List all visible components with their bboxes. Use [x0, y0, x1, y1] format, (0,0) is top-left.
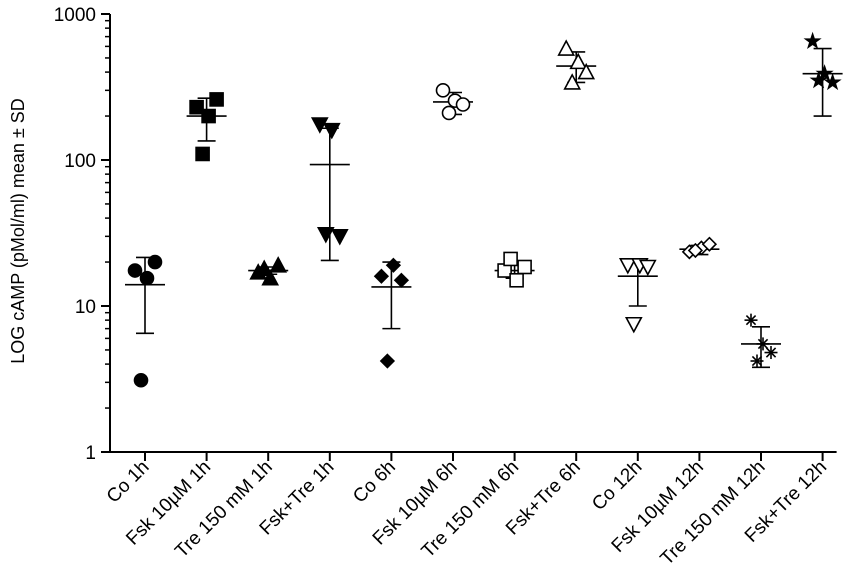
data-point [209, 92, 224, 107]
data-point [316, 226, 335, 244]
data-point [557, 39, 576, 56]
data-point [701, 236, 718, 252]
group-10 [741, 313, 781, 369]
group-0 [125, 254, 165, 388]
group-4 [371, 257, 412, 369]
y-tick-label: 1 [85, 443, 96, 464]
data-point [255, 259, 274, 277]
group-2 [248, 256, 289, 286]
group-8 [617, 258, 658, 334]
data-point [373, 268, 390, 284]
y-axis-label: LOG cAMP (pMol/ml) mean ± SD [8, 98, 28, 364]
x-tick-label: Co 1h [103, 457, 154, 508]
data-point [823, 72, 842, 91]
data-point [577, 62, 596, 80]
group-3 [309, 117, 350, 262]
group-6 [494, 251, 535, 288]
x-tick-label: Tre 150 mM 12h [657, 457, 770, 570]
data-point [393, 272, 410, 288]
data-point [330, 229, 349, 246]
data-point [750, 354, 764, 368]
y-tick-label: 100 [64, 151, 96, 172]
group-9 [679, 236, 720, 260]
data-point [618, 258, 637, 275]
data-point [139, 270, 155, 286]
data-point [624, 316, 643, 334]
data-point [127, 263, 143, 278]
data-point [756, 337, 770, 351]
data-point [744, 313, 758, 327]
data-point [435, 83, 451, 98]
data-point [189, 99, 204, 115]
data-point [385, 257, 402, 273]
data-point [563, 73, 582, 90]
y-tick-label: 1000 [54, 5, 96, 26]
data-point [201, 108, 216, 124]
data-point [638, 259, 657, 277]
group-7 [556, 39, 597, 90]
data-point [261, 269, 280, 286]
data-point [569, 52, 588, 70]
data-point [815, 64, 834, 82]
data-point [455, 97, 471, 112]
group-11 [802, 31, 843, 117]
data-point [503, 251, 518, 267]
x-tick-label: Co 6h [349, 457, 400, 508]
y-tick-label: 10 [75, 297, 96, 318]
data-point [809, 71, 828, 89]
data-point [147, 254, 163, 270]
data-point [269, 256, 288, 273]
data-point [803, 31, 822, 50]
data-point [517, 259, 532, 275]
data-point [195, 146, 210, 162]
y-axis: 1 10 100 1000 [54, 5, 111, 464]
data-point [764, 346, 778, 360]
data-point [687, 242, 704, 259]
data-point [509, 272, 524, 288]
data-point [441, 105, 457, 121]
group-5 [433, 83, 473, 121]
data-point [322, 122, 341, 140]
data-point [310, 117, 329, 134]
plot-area [125, 31, 843, 388]
x-tick-label: Co 12h [588, 457, 646, 515]
group-1 [186, 92, 227, 162]
data-point [379, 353, 396, 369]
data-point [133, 372, 149, 388]
